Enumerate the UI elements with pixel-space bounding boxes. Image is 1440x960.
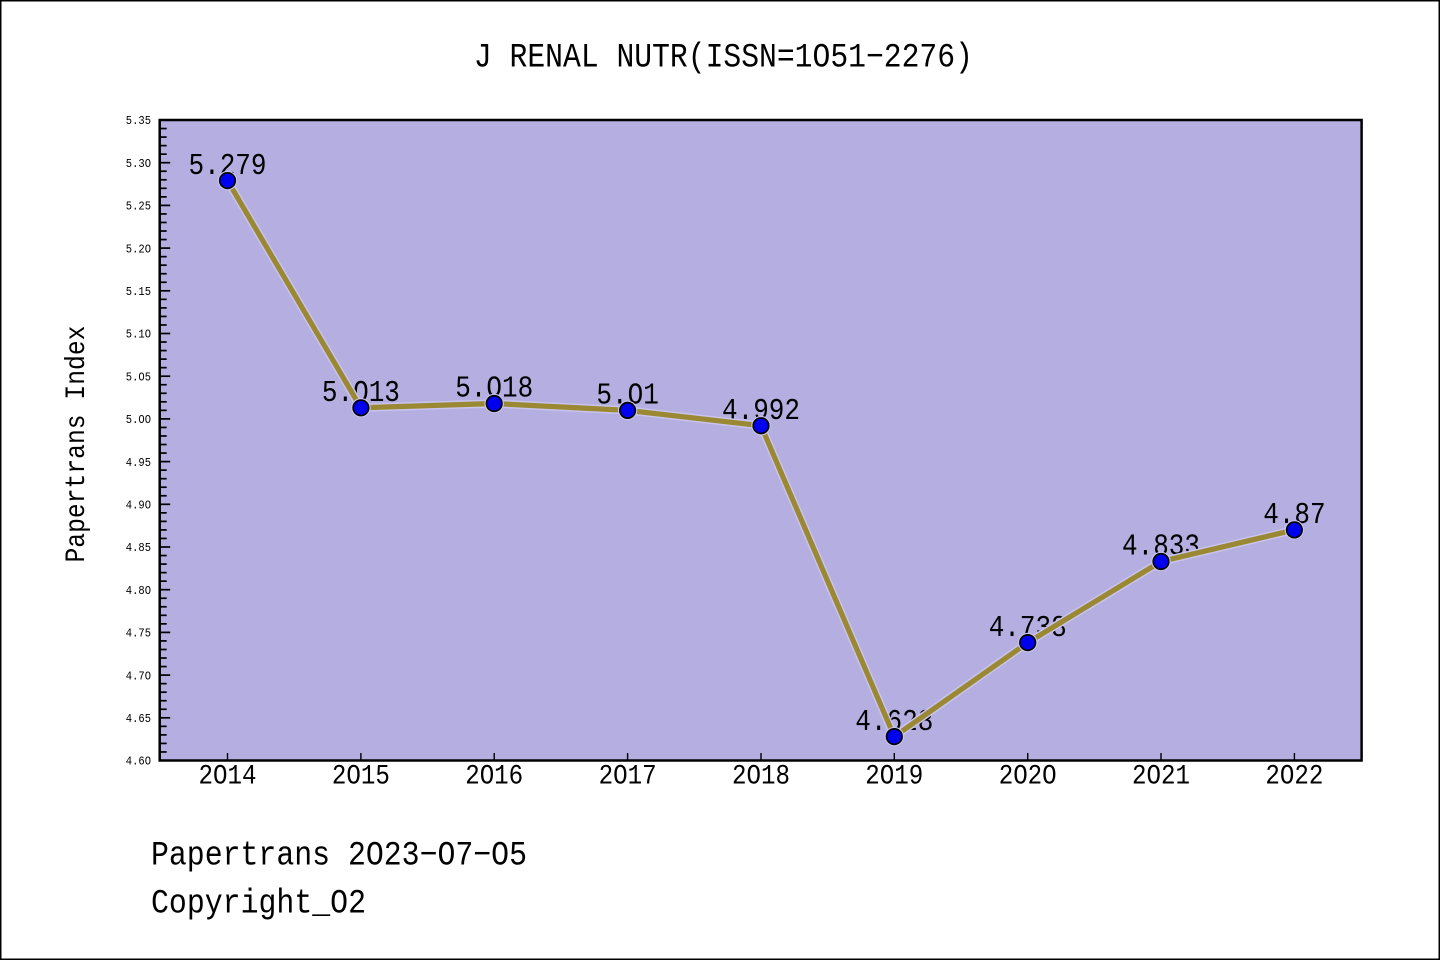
svg-text:5.1O: 5.1O [126, 328, 151, 342]
svg-text:5.25: 5.25 [126, 200, 151, 214]
svg-text:Copyright_O2: Copyright_O2 [151, 885, 366, 924]
svg-text:4.7O: 4.7O [126, 669, 151, 683]
svg-text:4.75: 4.75 [126, 627, 151, 641]
svg-text:4.6O: 4.6O [126, 755, 151, 769]
svg-text:4.65: 4.65 [126, 712, 151, 726]
svg-text:5.35: 5.35 [126, 114, 151, 128]
svg-text:2O21: 2O21 [1132, 762, 1190, 793]
svg-text:2O2O: 2O2O [999, 762, 1057, 793]
svg-text:4.95: 4.95 [126, 456, 151, 470]
svg-text:5.15: 5.15 [126, 285, 151, 299]
svg-text:2O15: 2O15 [332, 762, 390, 793]
svg-text:2O17: 2O17 [599, 762, 657, 793]
svg-text:2O16: 2O16 [465, 762, 523, 793]
svg-text:5.2O: 5.2O [126, 242, 151, 256]
svg-text:4.85: 4.85 [126, 541, 151, 555]
svg-text:Papertrans Index: Papertrans Index [62, 326, 93, 563]
svg-text:5.OO: 5.OO [126, 413, 151, 427]
svg-text:5.3O: 5.3O [126, 157, 151, 171]
svg-text:J RENAL NUTR(ISSN=1O51−2276): J RENAL NUTR(ISSN=1O51−2276) [474, 39, 973, 78]
svg-text:2O22: 2O22 [1265, 762, 1323, 793]
svg-text:4.9O: 4.9O [126, 499, 151, 513]
svg-text:2O18: 2O18 [732, 762, 790, 793]
svg-text:5.O5: 5.O5 [126, 370, 151, 384]
svg-text:Papertrans 2O23−O7−O5: Papertrans 2O23−O7−O5 [151, 837, 527, 876]
svg-text:2O19: 2O19 [865, 762, 923, 793]
svg-text:4.8O: 4.8O [126, 584, 151, 598]
svg-text:2O14: 2O14 [199, 762, 257, 793]
